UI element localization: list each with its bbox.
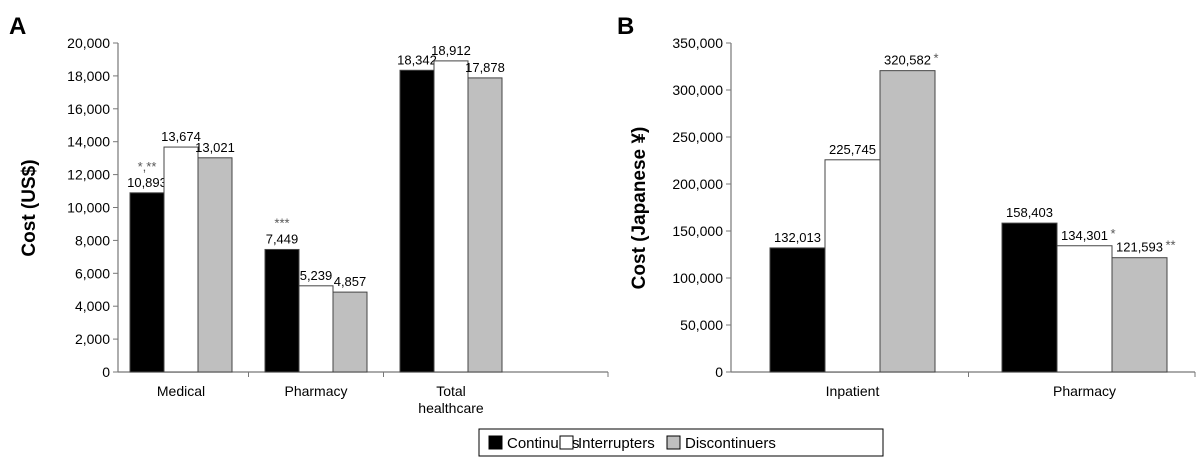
y-tick-label: 2,000 [75,331,110,347]
bar-continuers-inpatient [769,247,826,373]
bar-discontinuers-inpatient [879,70,936,373]
legend-swatch-interrupters [559,435,574,450]
y-tick-label: 0 [102,364,110,380]
y-tick-label: 50,000 [680,317,723,333]
bar-discontinuers-medical [197,157,233,373]
x-tick-label: Inpatient [826,383,880,399]
bar-continuers-pharmacy [264,248,300,373]
x-tick-label: Pharmacy [284,383,347,399]
x-tick-label: Medical [157,383,205,399]
data-label: 7,449 [266,231,299,246]
panel-label: A [9,13,26,40]
bar-discontinuers-pharmacy [1111,257,1168,373]
y-axis-label: Cost (Japanese ¥) [629,127,650,290]
y-tick-label: 0 [715,364,723,380]
data-label: 13,021 [195,140,235,155]
data-label: 134,301 [1061,228,1108,243]
legend-swatch-discontinuers [666,435,681,450]
y-tick-label: 10,000 [67,200,110,216]
y-tick-label: 250,000 [672,129,723,145]
bar-continuers-pharmacy [1001,222,1058,373]
y-tick-label: 4,000 [75,298,110,314]
y-tick-label: 8,000 [75,232,110,248]
data-label: 225,745 [829,142,876,157]
significance-mark: *,** [138,159,157,174]
data-label: 158,403 [1006,205,1053,220]
legend-label-discontinuers: Discontinuers [685,435,776,452]
significance-mark: *** [274,215,289,230]
bar-interrupters-pharmacy [1056,245,1113,373]
data-label: 13,674 [161,129,201,144]
data-label: 18,342 [397,52,437,67]
significance-mark: ** [1166,238,1176,253]
data-label: 320,582 [884,53,931,68]
y-tick-label: 12,000 [67,167,110,183]
significance-mark: * [934,51,939,66]
x-tick-label: Pharmacy [1053,383,1116,399]
panel-a-chart: A Cost (US$) 0 2,000 4,000 6,000 8,000 10,000 12… [9,13,609,416]
y-tick-label: 16,000 [67,101,110,117]
data-label: 10,893 [127,175,167,190]
data-label: 4,857 [334,274,367,289]
significance-mark: * [1111,226,1116,241]
y-tick-label: 100,000 [672,270,723,286]
data-label: 17,878 [465,60,505,75]
y-tick-label: 18,000 [67,68,110,84]
legend-swatch-continuers [488,435,503,450]
y-tick-label: 200,000 [672,176,723,192]
data-label: 5,239 [300,268,333,283]
panel-b-chart: B Cost (Japanese ¥) 0 50,000 100,000 150,000 2… [617,13,1196,399]
y-tick-label: 6,000 [75,265,110,281]
data-label: 18,912 [431,43,471,58]
data-label: 121,593 [1116,240,1163,255]
data-label: 132,013 [774,230,821,245]
y-tick-label: 350,000 [672,35,723,51]
legend-box [478,428,884,457]
bar-interrupters-medical [163,146,199,373]
bar-discontinuers-pharmacy [332,291,368,373]
bar-interrupters-total-healthcare [433,60,469,373]
y-tick-label: 20,000 [67,35,110,51]
y-axis-label: Cost (US$) [19,159,40,256]
bar-continuers-medical [129,192,165,373]
bar-discontinuers-total-healthcare [467,77,503,373]
legend-label-interrupters: Interrupters [578,435,655,452]
y-tick-label: 150,000 [672,223,723,239]
y-tick-label: 300,000 [672,82,723,98]
bar-interrupters-inpatient [824,159,881,373]
x-tick-label: Total [436,383,466,399]
bar-continuers-total-healthcare [399,69,435,373]
y-tick-label: 14,000 [67,134,110,150]
x-tick-label: healthcare [418,400,484,416]
panel-label: B [617,13,634,40]
bar-interrupters-pharmacy [298,285,334,373]
